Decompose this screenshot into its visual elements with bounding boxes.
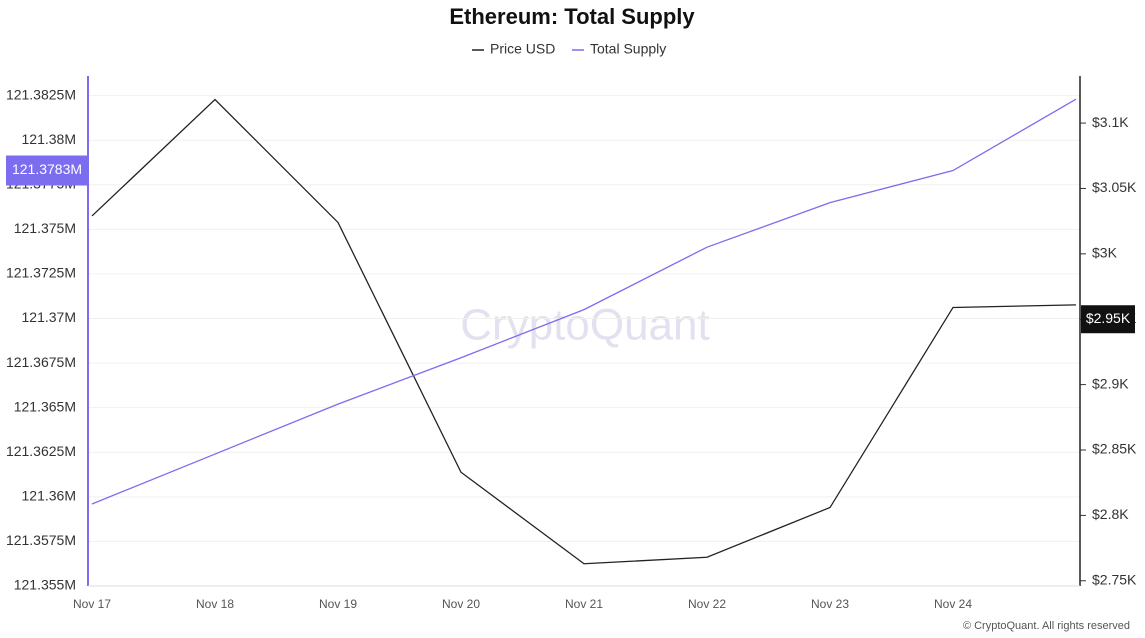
x-tick-label: Nov 21 [565,597,603,611]
y-tick-label: 121.38M [22,131,76,147]
y2-tick-label: $2.9K [1092,375,1129,391]
x-tick-label: Nov 17 [73,597,111,611]
x-tick-label: Nov 24 [934,597,972,611]
x-tick-label: Nov 18 [196,597,234,611]
series-line [91,98,1077,505]
watermark: CryptoQuant [460,301,709,350]
y-tick-label: 121.3575M [6,532,76,548]
current-value-box [1081,305,1135,334]
y-tick-label: 121.3625M [6,443,76,459]
legend-label: Price USD [490,41,555,57]
current-value-label: $2.95K [1086,310,1131,326]
y-tick-label: 121.355M [14,577,76,593]
y2-tick-label: $3.05K [1092,179,1137,195]
y-tick-label: 121.3825M [6,86,76,102]
y-tick-label: 121.365M [14,398,76,414]
y-tick-label: 121.3675M [6,354,76,370]
y-tick-label: 121.36M [22,488,76,504]
y2-tick-label: $3.1K [1092,114,1129,130]
x-tick-label: Nov 20 [442,597,480,611]
y2-tick-label: $3K [1092,245,1118,261]
y2-tick-label: $2.75K [1092,571,1137,587]
y-tick-label: 121.37M [22,309,76,325]
x-tick-label: Nov 22 [688,597,726,611]
current-value-label: 121.3783M [12,161,82,177]
legend-label: Total Supply [590,41,666,57]
y-tick-label: 121.375M [14,220,76,236]
y2-tick-label: $2.85K [1092,441,1137,457]
chart-title: Ethereum: Total Supply [449,4,695,29]
y2-tick-label: $2.8K [1092,506,1129,522]
x-tick-label: Nov 23 [811,597,849,611]
y-tick-label: 121.3725M [6,265,76,281]
current-value-box [6,155,88,186]
x-tick-label: Nov 19 [319,597,357,611]
series-line [91,98,1077,565]
footer: © CryptoQuant. All rights reserved [963,620,1130,632]
